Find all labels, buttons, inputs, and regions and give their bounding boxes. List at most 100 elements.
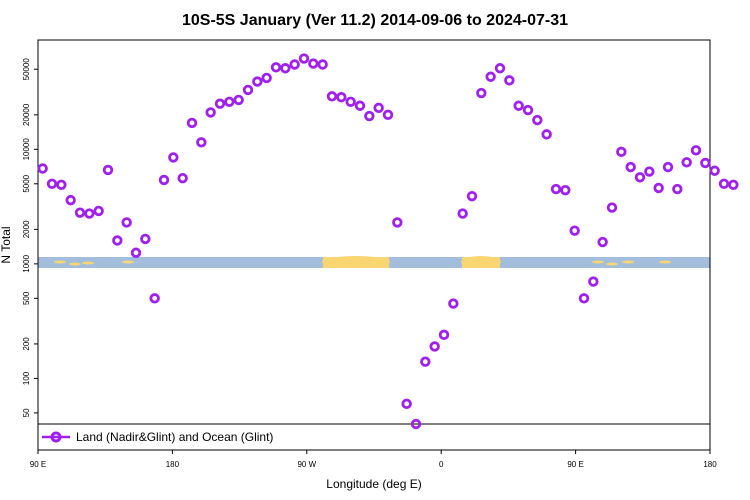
data-point xyxy=(448,298,459,309)
data-point xyxy=(196,137,207,148)
legend-marker-swatch xyxy=(50,431,62,443)
data-point xyxy=(401,398,412,410)
data-point xyxy=(102,164,114,176)
data-point xyxy=(541,129,552,140)
island-patch xyxy=(622,260,634,264)
legend-entry-label: Land (Nadir&Glint) and Ocean (Glint) xyxy=(76,430,273,444)
data-point xyxy=(74,207,86,218)
data-point xyxy=(345,96,356,107)
data-point xyxy=(550,183,562,195)
data-point xyxy=(130,247,142,258)
data-point xyxy=(457,208,468,219)
x-axis: 90 E 180 90 W 0 90 E 180 xyxy=(30,450,717,469)
x-tick-label: 0 xyxy=(439,460,444,469)
y-tick-label: 200 xyxy=(22,337,31,351)
data-point xyxy=(672,183,683,195)
y-tick-label: 2000 xyxy=(22,220,31,238)
data-point xyxy=(653,182,664,194)
data-point xyxy=(410,418,422,430)
data-point xyxy=(270,62,282,73)
island-patch xyxy=(82,261,94,265)
data-point xyxy=(317,59,328,70)
data-point xyxy=(634,172,646,183)
data-point xyxy=(513,100,524,111)
data-point xyxy=(522,104,534,116)
y-tick-label: 100 xyxy=(22,371,31,385)
data-point xyxy=(662,161,674,173)
data-point xyxy=(392,217,403,228)
data-point xyxy=(606,202,618,213)
data-point xyxy=(56,179,67,190)
data-point xyxy=(289,59,300,70)
data-point xyxy=(93,205,104,217)
data-point xyxy=(224,96,235,107)
data-point xyxy=(354,100,366,111)
data-point xyxy=(326,91,338,102)
data-point xyxy=(644,166,655,177)
y-tick-label: 50 xyxy=(22,408,31,417)
data-point xyxy=(485,71,496,82)
x-tick-label: 180 xyxy=(166,460,180,469)
x-tick-label: 90 E xyxy=(567,460,583,469)
data-point xyxy=(429,341,440,352)
data-point xyxy=(504,75,515,86)
island-patch xyxy=(122,260,134,264)
data-point xyxy=(280,63,291,74)
data-point xyxy=(382,109,394,121)
data-point xyxy=(420,356,431,367)
data-point xyxy=(112,235,123,246)
island-patch xyxy=(606,262,618,266)
island-patch xyxy=(54,260,66,264)
x-tick-label: 90 W xyxy=(297,460,316,469)
data-point xyxy=(37,163,48,174)
data-point xyxy=(532,114,543,126)
data-point xyxy=(242,84,254,96)
data-point xyxy=(681,157,692,168)
island-patch xyxy=(69,262,81,266)
data-point xyxy=(625,161,636,173)
data-point xyxy=(569,225,580,236)
data-point xyxy=(140,233,151,245)
data-point xyxy=(149,293,160,304)
island-patch xyxy=(659,260,671,264)
data-point xyxy=(298,53,310,64)
data-point xyxy=(308,58,319,69)
data-point xyxy=(177,172,188,184)
data-point xyxy=(205,107,216,118)
y-tick-label: 500 xyxy=(22,291,31,305)
data-point xyxy=(476,87,487,99)
data-point xyxy=(728,179,739,190)
data-point xyxy=(588,276,599,287)
x-tick-label: 90 E xyxy=(30,460,46,469)
y-axis-label: N Total xyxy=(0,226,13,263)
data-points xyxy=(37,53,739,430)
legend: Land (Nadir&Glint) and Ocean (Glint) xyxy=(42,430,273,444)
plot-frame xyxy=(37,39,711,451)
data-point xyxy=(466,190,478,202)
data-point xyxy=(158,174,170,186)
data-point xyxy=(168,152,179,163)
data-point xyxy=(252,76,263,87)
data-point xyxy=(336,92,347,103)
x-tick-label: 180 xyxy=(703,460,717,469)
y-tick-label: 50000 xyxy=(22,58,31,81)
data-point xyxy=(560,184,571,196)
data-point xyxy=(578,293,590,304)
data-point xyxy=(186,117,198,129)
x-axis-label: Longitude (deg E) xyxy=(326,477,421,491)
data-point xyxy=(364,110,375,122)
y-axis: 50 100 200 500 1000 2000 5000 10000 20000 50000 xyxy=(22,58,38,417)
island-patch xyxy=(592,260,604,264)
land-patch xyxy=(323,257,389,268)
data-point xyxy=(709,165,720,176)
y-tick-label: 1000 xyxy=(22,254,31,272)
data-point xyxy=(84,208,95,219)
data-point xyxy=(700,157,711,169)
data-point xyxy=(690,145,702,156)
data-point xyxy=(718,178,730,189)
data-point xyxy=(494,63,506,74)
y-tick-label: 5000 xyxy=(22,174,31,192)
data-point xyxy=(261,72,272,84)
data-point xyxy=(597,236,608,248)
